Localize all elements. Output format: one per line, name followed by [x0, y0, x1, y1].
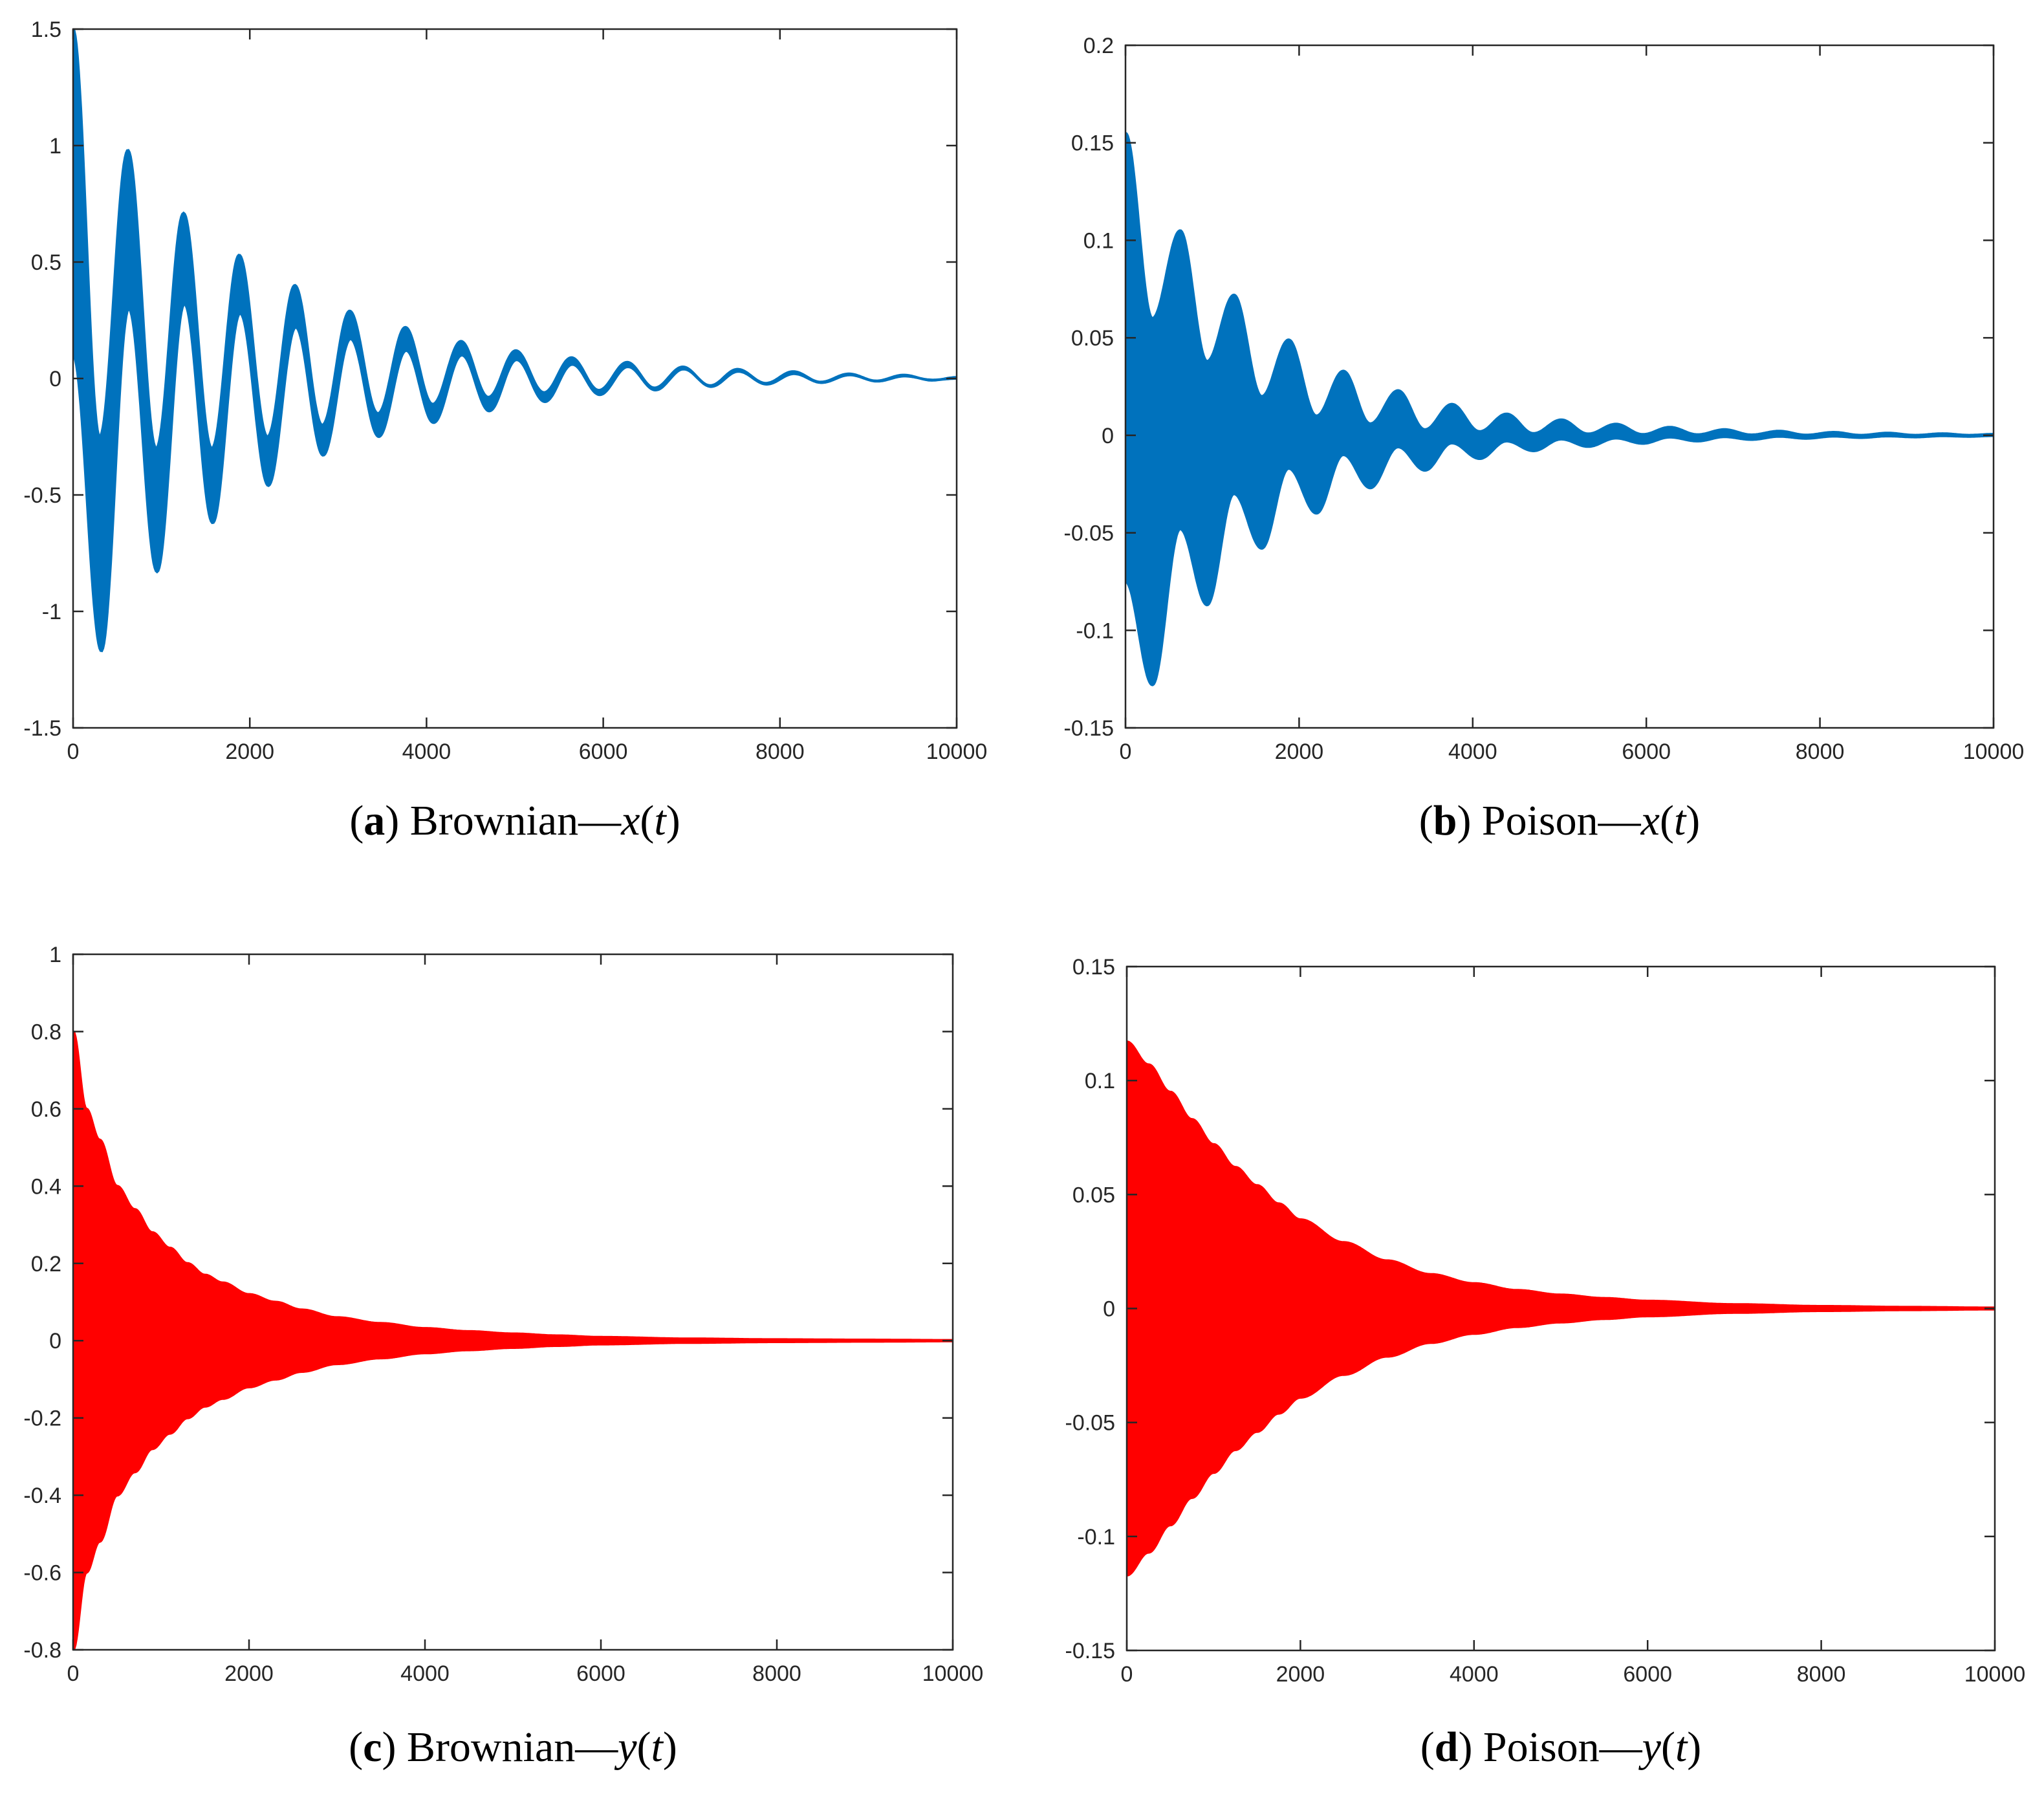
- caption-part: t: [654, 797, 667, 844]
- y-tick-label: 0.05: [1071, 326, 1114, 351]
- y-tick-label: 0: [49, 1329, 61, 1353]
- caption-part: b: [1433, 797, 1457, 844]
- y-tick-label: 0.4: [31, 1174, 61, 1199]
- x-tick-label: 6000: [1623, 1662, 1672, 1687]
- axes-box-c: [72, 953, 954, 1651]
- caption-a: (a) Brownian—x(t): [349, 797, 680, 844]
- y-tick-label: -1.5: [23, 716, 61, 741]
- chart-b: 0 2000 4000 6000 8000 100000.20.150.10.050-0.…: [1064, 34, 2025, 844]
- y-tick-label: -0.1: [1077, 1525, 1115, 1550]
- caption-part: Poison—: [1483, 1724, 1643, 1771]
- x-tick-label: 10000: [926, 739, 988, 764]
- y-tick-label: 0.1: [1083, 228, 1114, 253]
- caption-part: c: [363, 1724, 382, 1771]
- y-tick-label: -1: [42, 600, 61, 624]
- y-tick-label: 0: [49, 367, 61, 391]
- y-tick-label: 0.5: [31, 250, 61, 275]
- x-tick-label: 8000: [752, 1661, 801, 1686]
- y-tick-label: 1: [49, 943, 61, 967]
- x-tick-label: 6000: [576, 1661, 625, 1686]
- x-tick-label: 4000: [1450, 1662, 1499, 1687]
- series-line-a-lower: [73, 302, 957, 653]
- x-tick-label: 2000: [225, 739, 274, 764]
- caption-part: x: [620, 797, 640, 844]
- y-tick-label: -0.05: [1065, 1411, 1116, 1436]
- caption-part: t: [651, 1724, 664, 1771]
- y-tick-label: 0.1: [1085, 1069, 1115, 1093]
- series-line-c-upper: [73, 1031, 953, 1342]
- x-tick-label: 0: [1120, 739, 1132, 764]
- x-tick-label: 4000: [1448, 739, 1497, 764]
- caption-part: x: [1640, 797, 1660, 844]
- caption-part: d: [1435, 1724, 1459, 1771]
- x-tick-label: 0: [1121, 1662, 1133, 1687]
- y-tick-label: -0.8: [23, 1638, 61, 1663]
- x-tick-label: 0: [67, 1661, 80, 1686]
- caption-part: t: [1675, 1724, 1688, 1771]
- x-tick-label: 10000: [922, 1661, 984, 1686]
- series-line-d-lower: [1127, 1308, 1995, 1577]
- caption-part: y: [614, 1724, 637, 1771]
- caption-b: (b) Poison—x(t): [1419, 797, 1701, 844]
- y-tick-label: 0.6: [31, 1097, 61, 1122]
- caption-part: a: [364, 797, 385, 844]
- x-tick-label: 6000: [579, 739, 628, 764]
- series-line-c-lower: [73, 1339, 953, 1650]
- x-tick-label: 8000: [1797, 1662, 1846, 1687]
- caption-c: (c) Brownian—y(t): [349, 1724, 677, 1771]
- x-tick-label: 10000: [1963, 739, 2025, 764]
- y-tick-label: 1: [49, 134, 61, 159]
- y-tick-label: 0.2: [31, 1252, 61, 1276]
- x-tick-label: 2000: [1275, 739, 1324, 764]
- y-tick-label: 0.2: [1083, 34, 1114, 58]
- caption-part: t: [1674, 797, 1687, 844]
- series-line-b-upper: [1125, 131, 1994, 437]
- caption-part: Poison—: [1482, 797, 1642, 844]
- y-tick-label: 0: [1102, 424, 1114, 448]
- x-tick-label: 6000: [1622, 739, 1671, 764]
- x-tick-label: 10000: [1964, 1662, 2026, 1687]
- x-tick-label: 4000: [400, 1661, 450, 1686]
- y-tick-label: -0.5: [23, 483, 61, 508]
- y-tick-label: -0.4: [23, 1484, 61, 1508]
- x-tick-label: 8000: [756, 739, 805, 764]
- y-tick-label: -0.6: [23, 1561, 61, 1586]
- caption-d: (d) Poison—y(t): [1420, 1724, 1702, 1771]
- x-tick-label: 2000: [1276, 1662, 1325, 1687]
- y-tick-label: -0.15: [1064, 716, 1114, 741]
- x-tick-label: 4000: [402, 739, 451, 764]
- x-tick-label: 0: [67, 739, 80, 764]
- x-tick-label: 8000: [1796, 739, 1845, 764]
- y-tick-label: 0.05: [1072, 1183, 1115, 1207]
- series-line-d-upper: [1127, 1040, 1995, 1309]
- y-tick-label: -0.2: [23, 1407, 61, 1431]
- chart-a: 0 2000 4000 6000 8000 10000 1.5 1 0.5 0 -0.5 -1 -1.5…: [23, 17, 987, 844]
- y-tick-label: 0.8: [31, 1020, 61, 1044]
- y-tick-label: 1.5: [31, 17, 61, 42]
- y-tick-label: -0.1: [1076, 619, 1114, 643]
- chart-c: 0 2000 4000 6000 8000 10000 1 0.8 0.6 0.4 0.2 0 -0.2…: [23, 943, 983, 1771]
- x-tick-label: 2000: [224, 1661, 274, 1686]
- caption-part: Brownian—: [410, 797, 622, 844]
- caption-part: Brownian—: [407, 1724, 618, 1771]
- series-line-b-lower: [1125, 434, 1994, 686]
- y-tick-label: 0.15: [1071, 131, 1114, 156]
- y-tick-label: -0.15: [1065, 1639, 1116, 1663]
- y-tick-label: -0.05: [1064, 521, 1114, 546]
- chart-d: 0 2000 4000 6000 8000 10000 0.15 0.1 0.05 0 -0.05 -…: [1065, 955, 2026, 1771]
- axes-box-b: [1124, 44, 1995, 729]
- y-tick-label: 0: [1103, 1297, 1115, 1322]
- y-tick-label: 0.15: [1072, 955, 1115, 980]
- caption-part: y: [1638, 1724, 1662, 1771]
